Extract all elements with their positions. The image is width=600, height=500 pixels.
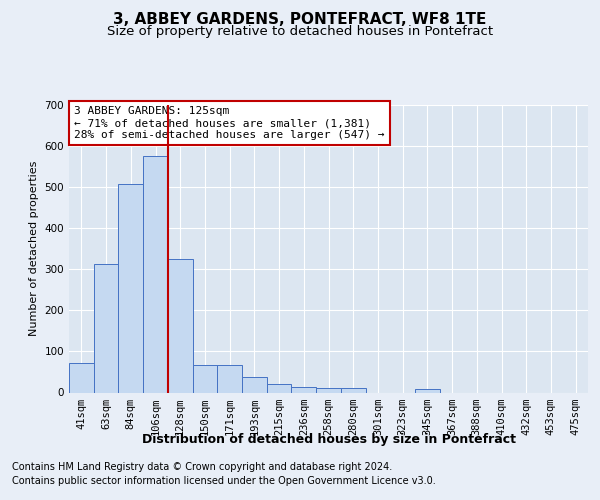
Text: Distribution of detached houses by size in Pontefract: Distribution of detached houses by size …: [142, 432, 516, 446]
Bar: [168, 259, 193, 392]
Text: 3, ABBEY GARDENS, PONTEFRACT, WF8 1TE: 3, ABBEY GARDENS, PONTEFRACT, WF8 1TE: [113, 12, 487, 28]
Y-axis label: Number of detached properties: Number of detached properties: [29, 161, 39, 336]
Text: Contains public sector information licensed under the Open Government Licence v3: Contains public sector information licen…: [12, 476, 436, 486]
Bar: [267, 384, 292, 392]
Bar: [242, 378, 267, 392]
Bar: [94, 264, 118, 392]
Text: Size of property relative to detached houses in Pontefract: Size of property relative to detached ho…: [107, 25, 493, 38]
Bar: [69, 363, 94, 392]
Bar: [118, 184, 143, 392]
Bar: [292, 387, 316, 392]
Text: 3 ABBEY GARDENS: 125sqm
← 71% of detached houses are smaller (1,381)
28% of semi: 3 ABBEY GARDENS: 125sqm ← 71% of detache…: [74, 106, 385, 140]
Bar: [143, 156, 168, 392]
Bar: [316, 388, 341, 392]
Bar: [341, 388, 365, 392]
Bar: [415, 389, 440, 392]
Text: Contains HM Land Registry data © Crown copyright and database right 2024.: Contains HM Land Registry data © Crown c…: [12, 462, 392, 472]
Bar: [217, 364, 242, 392]
Bar: [193, 364, 217, 392]
